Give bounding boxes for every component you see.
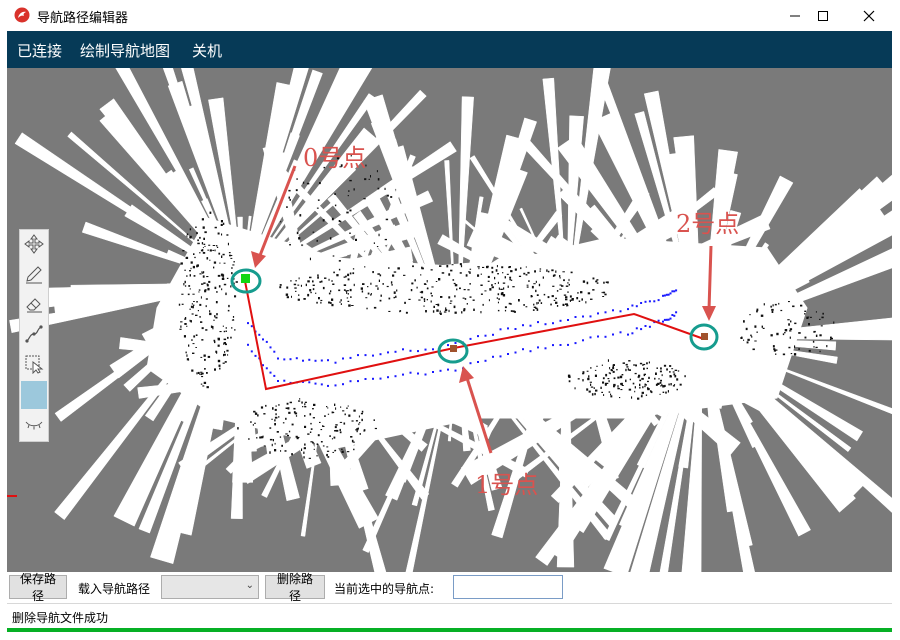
current-point-label: 当前选中的导航点: bbox=[334, 582, 435, 596]
point-label-0: 0号点 bbox=[303, 144, 367, 172]
nav-point-1[interactable] bbox=[437, 338, 469, 364]
annotation-arrow-2 bbox=[702, 245, 716, 321]
nav-point-1-marker bbox=[450, 345, 457, 352]
path-icon bbox=[25, 325, 43, 343]
point-label-1: 1号点 bbox=[475, 471, 539, 499]
delete-path-button[interactable]: 删除路径 bbox=[265, 572, 325, 603]
annotation-arrow-0 bbox=[251, 165, 297, 268]
minimize-icon bbox=[790, 15, 800, 16]
nav-point-0-marker bbox=[241, 274, 250, 283]
close-button[interactable] bbox=[846, 0, 892, 31]
current-point-field[interactable] bbox=[453, 575, 563, 599]
maximize-button[interactable] bbox=[800, 0, 846, 31]
visibility-tool-button[interactable] bbox=[21, 411, 47, 437]
path-tool-button[interactable] bbox=[21, 321, 47, 347]
nav-point-1-ring bbox=[437, 338, 469, 364]
menu-draw-nav-map[interactable]: 绘制导航地图 bbox=[80, 42, 171, 60]
status-bar: 删除导航文件成功 bbox=[7, 603, 892, 628]
annotation-arrow-1 bbox=[459, 366, 493, 454]
active-tool-button[interactable] bbox=[21, 381, 47, 409]
app-logo-icon bbox=[14, 7, 30, 23]
minimize-button[interactable] bbox=[772, 0, 818, 31]
robot-trail bbox=[247, 289, 678, 387]
menu-connected[interactable]: 已连接 bbox=[17, 42, 63, 60]
status-message: 删除导航文件成功 bbox=[12, 611, 109, 625]
select-tool-button[interactable] bbox=[21, 351, 47, 377]
nav-point-0[interactable] bbox=[230, 268, 262, 294]
bottom-controls: 保存路径 载入导航路径 ⌄ 删除路径 当前选中的导航点: bbox=[7, 572, 892, 603]
menu-shutdown[interactable]: 关机 bbox=[192, 42, 223, 60]
nav-point-0-ring bbox=[230, 268, 262, 294]
move-icon bbox=[24, 234, 44, 254]
progress-bar bbox=[7, 628, 892, 632]
nav-point-2[interactable] bbox=[689, 323, 719, 351]
chevron-down-icon: ⌄ bbox=[245, 580, 254, 591]
pencil-icon bbox=[26, 266, 42, 284]
select-icon bbox=[25, 355, 44, 374]
window-title: 导航路径编辑器 bbox=[37, 11, 129, 26]
maximize-icon bbox=[818, 10, 828, 21]
eye-closed-icon bbox=[25, 421, 43, 430]
map-canvas[interactable]: 0号点 1号点 2号点 bbox=[7, 68, 892, 572]
nav-point-2-marker bbox=[701, 333, 708, 340]
tool-palette bbox=[19, 229, 49, 442]
scan-free-space bbox=[9, 68, 892, 572]
point-label-2: 2号点 bbox=[676, 210, 740, 238]
load-path-label: 载入导航路径 bbox=[78, 582, 151, 596]
progress-fill bbox=[7, 628, 892, 632]
title-bar: 导航路径编辑器 bbox=[0, 0, 900, 31]
save-path-button[interactable]: 保存路径 bbox=[9, 572, 67, 603]
path-select[interactable]: ⌄ bbox=[161, 575, 259, 599]
eraser-tool-button[interactable] bbox=[21, 291, 47, 317]
map-svg bbox=[7, 68, 892, 572]
eraser-icon bbox=[26, 298, 42, 313]
move-tool-button[interactable] bbox=[21, 231, 47, 257]
pencil-tool-button[interactable] bbox=[21, 261, 47, 287]
nav-point-2-ring bbox=[689, 323, 719, 351]
menu-bar: 已连接 绘制导航地图 关机 bbox=[7, 31, 892, 68]
close-icon bbox=[863, 10, 875, 21]
